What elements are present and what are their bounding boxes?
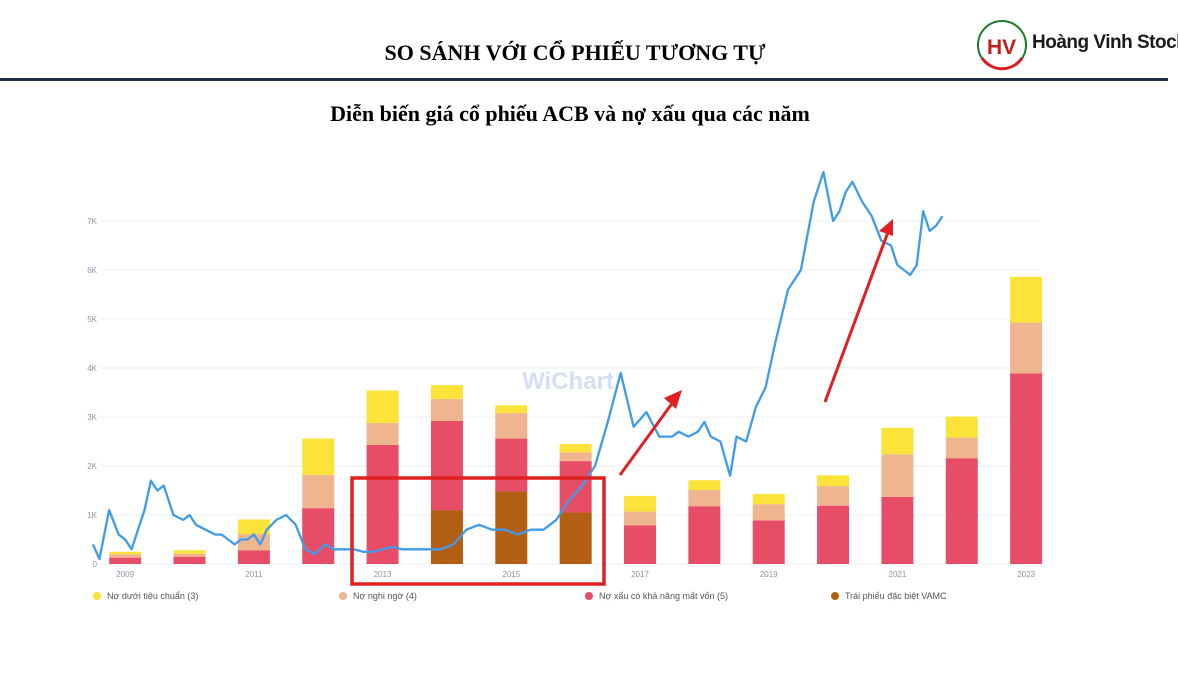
y-tick-label: 6K (87, 266, 97, 275)
bar-segment-substandard (430, 385, 463, 399)
x-tick-label: 2019 (760, 570, 778, 579)
y-tick-label: 5K (87, 315, 97, 324)
logo-text: Hoàng Vinh Stock (1032, 32, 1178, 53)
bar-segment-loss (624, 525, 657, 564)
x-tick-label: 2013 (374, 570, 392, 579)
bar-segment-substandard (495, 405, 528, 414)
bar-segment-substandard (624, 495, 657, 512)
bar-segment-vamc (495, 491, 528, 564)
page-title: SO SÁNH VỚI CỔ PHIẾU TƯƠNG TỰ (384, 40, 766, 65)
legend-swatch (585, 592, 593, 600)
bar-segment-doubtful (1010, 322, 1043, 374)
legend-swatch (93, 592, 101, 600)
bar-segment-loss (302, 508, 335, 564)
bar-segment-substandard (945, 416, 978, 438)
x-tick-label: 2009 (116, 570, 134, 579)
bar-segment-loss (817, 505, 850, 564)
legend-label: Nợ dưới tiêu chuẩn (3) (107, 591, 199, 601)
bar-segment-substandard (109, 551, 142, 555)
y-tick-label: 4K (87, 364, 97, 373)
bar-segment-loss (173, 556, 206, 564)
bar-segment-loss (752, 520, 785, 564)
bar-segment-doubtful (366, 422, 399, 445)
legend-label: Nợ xấu có khả năng mất vốn (5) (599, 591, 728, 601)
legend-label: Nợ nghi ngờ (4) (353, 591, 417, 601)
legend-item-vamc[interactable]: Trái phiếu đặc biệt VAMC (831, 591, 947, 601)
arrow-2-head (879, 219, 893, 236)
x-tick-label: 2011 (245, 570, 263, 579)
bar-segment-loss (559, 461, 592, 513)
hv-logo-icon: HV (977, 20, 1027, 71)
y-tick-label: 0 (93, 560, 98, 569)
bar-segment-doubtful (495, 413, 528, 439)
highlight-box (350, 476, 606, 586)
bar-segment-doubtful (559, 452, 592, 462)
bar-segment-loss (688, 506, 721, 564)
legend-swatch (339, 592, 347, 600)
legend-swatch (831, 592, 839, 600)
bar-segment-doubtful (173, 553, 206, 557)
arrow-1-shaft (618, 397, 678, 476)
legend-item-substandard[interactable]: Nợ dưới tiêu chuẩn (3) (93, 591, 198, 601)
bar-segment-doubtful (881, 454, 914, 497)
bar-segment-doubtful (624, 511, 657, 526)
bar-segment-doubtful (817, 486, 850, 506)
y-tick-label: 3K (87, 413, 97, 422)
bar-segment-doubtful (752, 504, 785, 521)
bar-segment-loss (495, 438, 528, 492)
bar-segment-substandard (817, 475, 850, 487)
bar-segment-loss (1010, 373, 1043, 564)
bar-segment-loss (430, 420, 463, 511)
bar-segment-doubtful (302, 474, 335, 509)
chart-watermark: WiChart (522, 368, 614, 395)
chart-title: Diễn biến giá cổ phiếu ACB và nợ xấu qua… (330, 101, 810, 126)
bar-series (109, 276, 1043, 564)
bar-segment-vamc (559, 512, 592, 564)
x-tick-label: 2017 (631, 570, 649, 579)
bar-segment-substandard (237, 519, 270, 535)
logo-mark-text: HV (987, 36, 1016, 59)
y-tick-label: 2K (87, 462, 97, 471)
chart-legend: Nợ dưới tiêu chuẩn (3) Nợ nghi ngờ (4) Nợ … (0, 591, 1178, 611)
arrow-1-head (664, 390, 682, 409)
arrow-2-shaft (823, 231, 890, 403)
x-tick-label: 2021 (889, 570, 907, 579)
bar-segment-loss (237, 550, 270, 564)
bar-segment-loss (366, 444, 399, 564)
bar-segment-substandard (173, 550, 206, 554)
bar-segment-substandard (688, 480, 721, 491)
header-rule (0, 78, 1168, 81)
bar-segment-substandard (752, 493, 785, 505)
bar-segment-substandard (366, 390, 399, 423)
bar-segment-vamc (430, 510, 463, 564)
x-tick-label: 2023 (1017, 570, 1035, 579)
legend-item-doubtful[interactable]: Nợ nghi ngờ (4) (339, 591, 417, 601)
price-line (91, 170, 944, 561)
legend-item-loss[interactable]: Nợ xấu có khả năng mất vốn (5) (585, 591, 728, 601)
bar-segment-loss (881, 496, 914, 564)
bar-segment-substandard (559, 443, 592, 453)
bar-segment-loss (109, 557, 142, 564)
bar-segment-substandard (302, 438, 335, 475)
bar-segment-substandard (881, 427, 914, 455)
bar-segment-doubtful (430, 398, 463, 421)
x-axis-ticks: 2009 2011 2013 2015 2017 2019 2021 2023 (116, 570, 1035, 579)
bar-segment-doubtful (945, 437, 978, 459)
bar-segment-doubtful (688, 490, 721, 507)
y-tick-label: 7K (87, 217, 97, 226)
bar-segment-doubtful (109, 554, 142, 558)
bar-segment-substandard (1010, 276, 1043, 323)
brand-logo: HV Hoàng Vinh Stock (974, 16, 1178, 74)
bar-segment-loss (945, 458, 978, 564)
x-tick-label: 2015 (502, 570, 520, 579)
legend-label: Trái phiếu đặc biệt VAMC (845, 591, 947, 601)
y-tick-label: 1K (87, 511, 97, 520)
y-axis-ticks: 0 1K 2K 3K 4K 5K 6K 7K (87, 217, 97, 569)
